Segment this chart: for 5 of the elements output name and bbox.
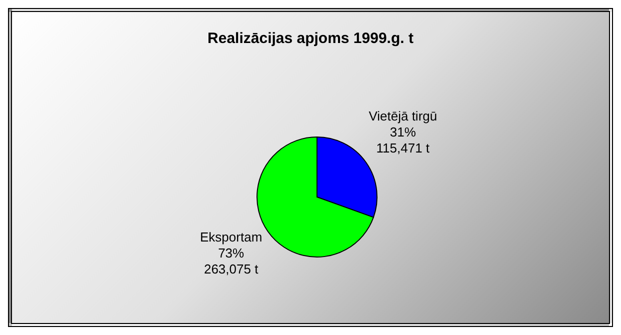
slice-label: Eksportam — [200, 229, 262, 244]
data-label: 73% 263,075 t — [204, 245, 259, 276]
data-label: 31% 115,471 t — [376, 124, 430, 156]
chart-title: Realizācijas apjoms 1999.g. t — [206, 30, 414, 47]
slice-label: Vietējā tirgū — [368, 108, 438, 124]
